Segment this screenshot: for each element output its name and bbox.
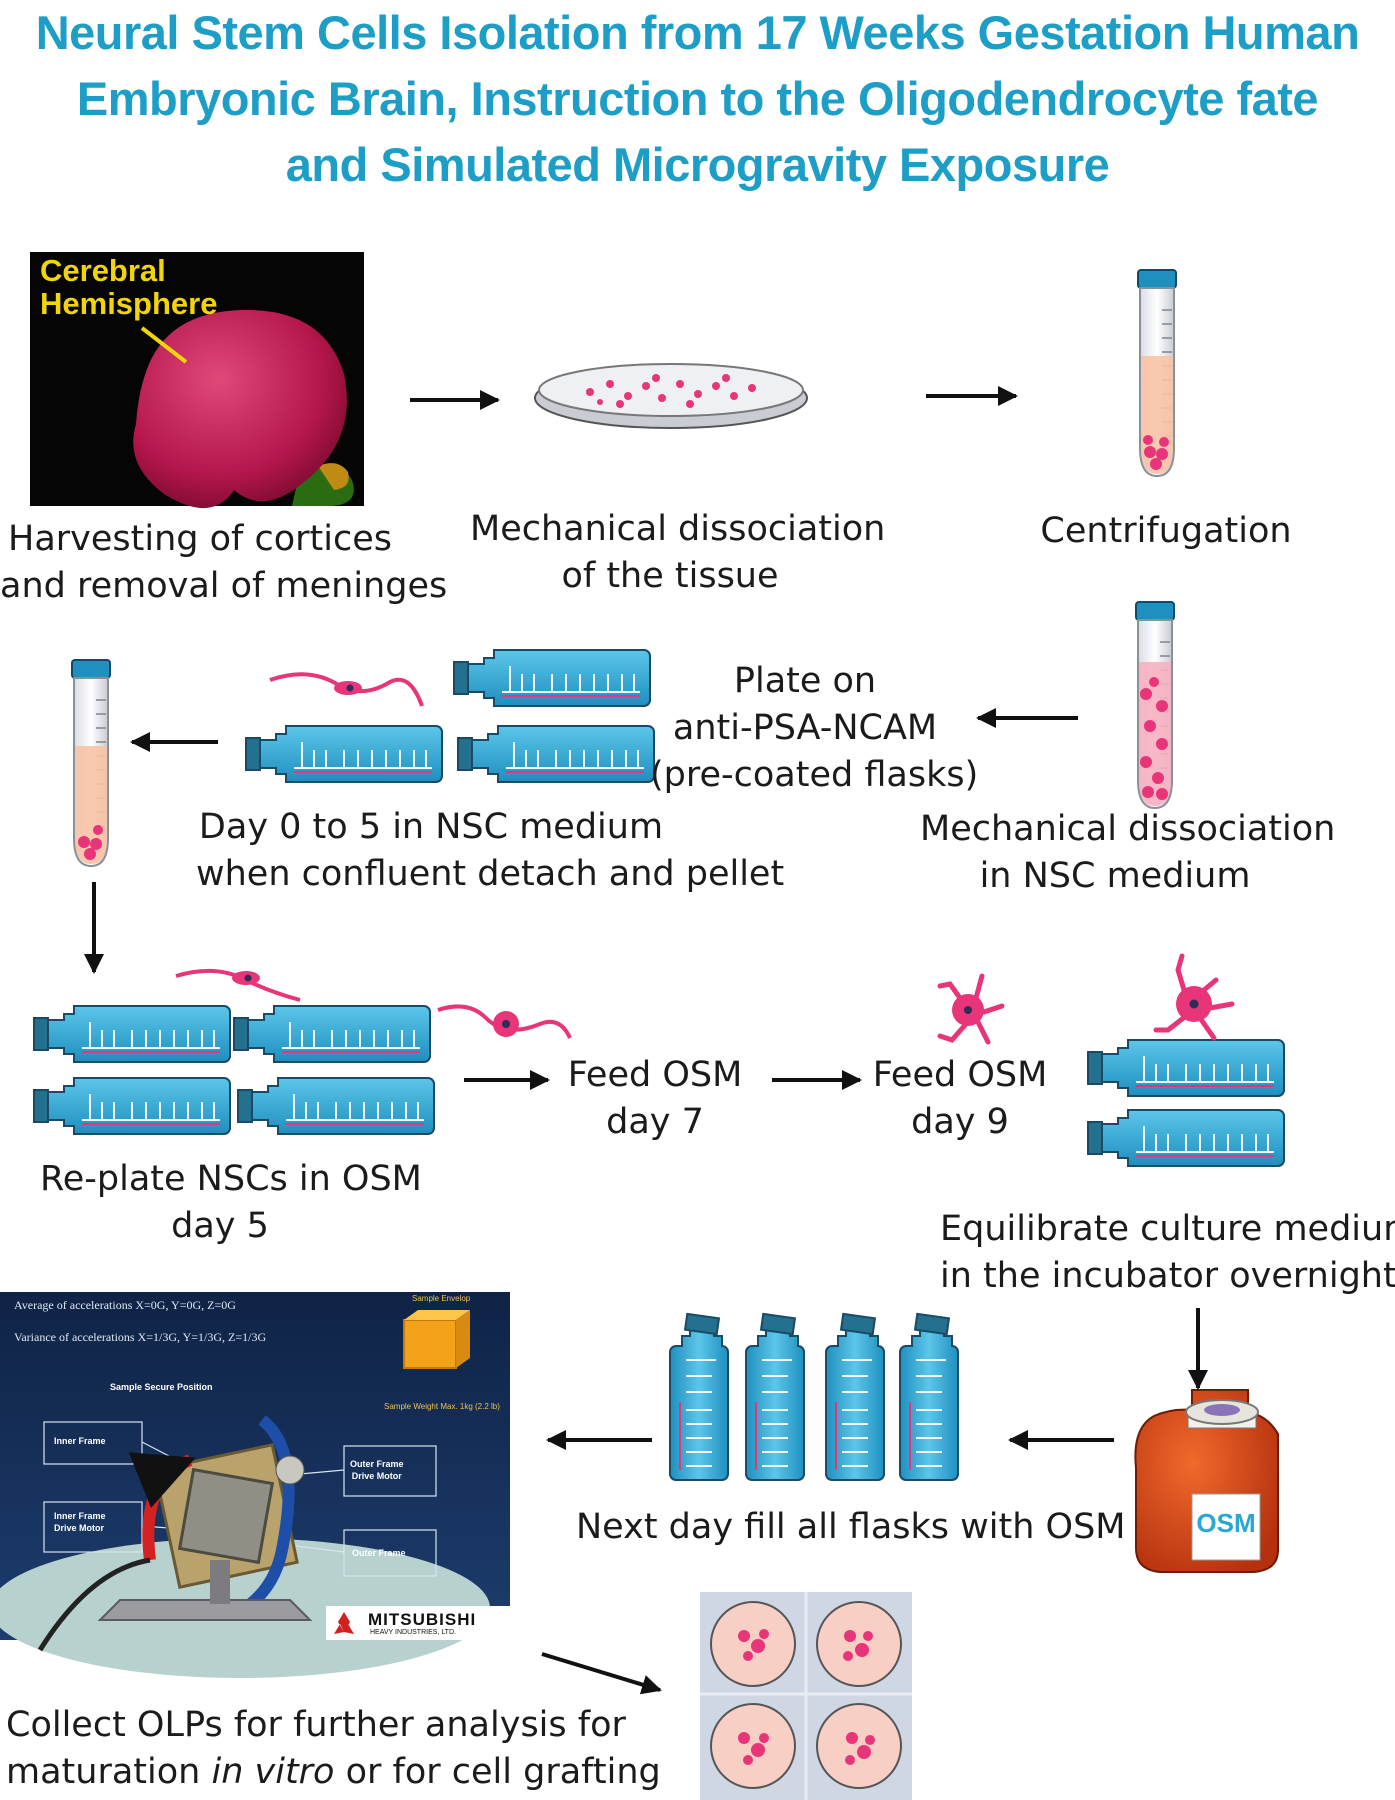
caption-day0-5: Day 0 to 5 in NSC medium when confluent … — [196, 807, 785, 894]
caption-feed-day7: Feed OSM day 7 — [567, 1055, 743, 1142]
brain-image — [30, 252, 364, 509]
caption-mechanical-dissociation: Mechanical dissociation of the tissue — [470, 509, 886, 596]
outer-frame-motor-label: Outer Frame Drive Motor — [350, 1459, 404, 1481]
mitsubishi-sub-text: HEAVY INDUSTRIES, LTD. — [370, 1629, 456, 1636]
centrifuge-tube-icon — [1137, 269, 1177, 477]
caption-fill-flasks: Next day fill all flasks with OSM — [576, 1507, 1126, 1547]
caption-equilibrate: Equilibrate culture medium in the incuba… — [940, 1209, 1395, 1296]
osm-medium-bottle — [1134, 1389, 1279, 1573]
flask-group-nsc — [245, 649, 655, 783]
inner-frame-motor-label: Inner Frame Drive Motor — [54, 1511, 106, 1533]
sample-secure-label: Sample Secure Position — [110, 1382, 213, 1392]
pellet-tube-icon — [71, 659, 111, 867]
clinostat-avg-text: Average of accelerations X=0G, Y=0G, Z=0… — [14, 1298, 236, 1312]
sample-envelop-label: Sample Envelop — [412, 1294, 471, 1303]
caption-replate: Re-plate NSCs in OSM day 5 — [40, 1159, 422, 1246]
sample-weight-label: Sample Weight Max. 1kg (2.2 lb) — [384, 1402, 500, 1411]
vertical-flasks — [669, 1312, 959, 1481]
flask-group-osm — [33, 968, 572, 1135]
clinostat-var-text: Variance of accelerations X=1/3G, Y=1/3G… — [14, 1330, 267, 1344]
title-line-1: Neural Stem Cells Isolation from 17 Week… — [35, 6, 1360, 59]
clinostat-image — [0, 1292, 510, 1678]
title-line-2: Embryonic Brain, Instruction to the Olig… — [76, 72, 1319, 125]
well-plate-icon — [700, 1592, 912, 1800]
caption-harvest: Harvesting of cortices and removal of me… — [0, 519, 448, 606]
petri-dish-icon — [534, 363, 808, 429]
cerebral-hemisphere-label: Cerebral Hemisphere — [40, 253, 218, 321]
flask-group-oligo — [937, 953, 1285, 1167]
title-line-3: and Simulated Microgravity Exposure — [285, 138, 1110, 191]
flow-arrows — [84, 386, 1208, 1695]
outer-frame-label: Outer Frame — [352, 1548, 406, 1558]
caption-centrifugation: Centrifugation — [1040, 511, 1292, 551]
caption-collect: Collect OLPs for further analysis for ma… — [6, 1705, 661, 1792]
caption-mechanical-dissociation-nsc: Mechanical dissociation in NSC medium — [920, 809, 1336, 896]
inner-frame-label: Inner Frame — [54, 1436, 106, 1446]
caption-feed-day9: Feed OSM day 9 — [872, 1055, 1048, 1142]
diagram-title: Neural Stem Cells Isolation from 17 Week… — [0, 0, 1395, 198]
osm-bottle-label: OSM — [1196, 1508, 1256, 1538]
dissociation-tube-icon — [1135, 601, 1175, 809]
mitsubishi-logo-text: MITSUBISHI — [368, 1610, 477, 1629]
caption-plate: Plate on anti-PSA-NCAM (pre-coated flask… — [650, 661, 979, 795]
